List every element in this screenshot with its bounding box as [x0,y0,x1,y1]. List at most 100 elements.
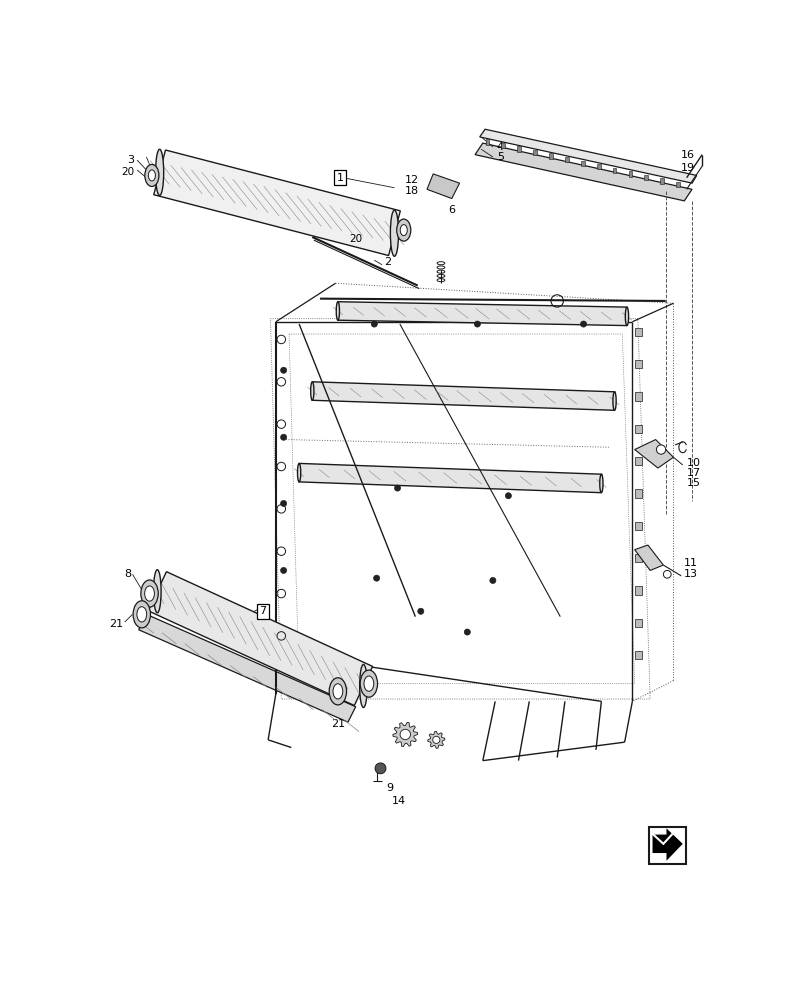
Polygon shape [153,150,400,256]
Circle shape [400,729,410,740]
Text: 10: 10 [686,458,700,468]
Circle shape [464,629,470,635]
Bar [634,392,642,401]
Text: 17: 17 [686,468,700,478]
Circle shape [280,567,286,574]
Bar [485,139,489,145]
Ellipse shape [153,570,161,613]
Text: 12: 12 [405,175,418,185]
Text: 20: 20 [121,167,134,177]
Text: 6: 6 [448,205,455,215]
Ellipse shape [624,307,628,326]
Ellipse shape [297,463,300,482]
Polygon shape [298,463,601,493]
Bar [634,619,642,627]
Circle shape [280,434,286,440]
Ellipse shape [612,392,616,410]
Ellipse shape [599,474,603,493]
Ellipse shape [148,170,155,181]
Ellipse shape [144,164,159,186]
Text: 11: 11 [684,558,697,568]
Bar [634,554,642,562]
Polygon shape [311,382,614,410]
Polygon shape [652,828,682,861]
Polygon shape [393,722,417,747]
Bar [634,360,642,368]
Bar [628,171,632,177]
Text: 18: 18 [405,186,418,196]
Bar [500,143,504,148]
Text: 8: 8 [123,569,131,579]
Ellipse shape [390,210,398,256]
Text: 3: 3 [127,155,134,165]
Ellipse shape [311,382,314,400]
Text: 20: 20 [349,234,362,244]
Text: 21: 21 [330,719,345,729]
Ellipse shape [156,149,164,195]
Ellipse shape [363,676,373,691]
Text: 15: 15 [686,478,700,488]
Polygon shape [634,545,663,570]
Text: 7: 7 [259,606,266,616]
Bar [648,827,685,864]
Bar [580,161,584,166]
Polygon shape [427,731,444,748]
Bar [644,175,647,180]
Circle shape [489,577,496,584]
Circle shape [663,570,671,578]
Ellipse shape [328,678,346,705]
Ellipse shape [333,684,342,699]
Circle shape [580,321,586,327]
Text: 9: 9 [386,783,393,793]
Polygon shape [634,440,672,468]
Text: 5: 5 [496,152,503,162]
Text: 1: 1 [337,173,343,183]
Circle shape [432,736,440,743]
Circle shape [280,500,286,507]
Ellipse shape [400,225,407,236]
Circle shape [504,493,511,499]
Polygon shape [139,614,355,722]
Text: 21: 21 [109,619,123,629]
Bar [676,182,679,187]
Bar [634,586,642,595]
Circle shape [474,321,480,327]
Circle shape [280,367,286,373]
Text: 16: 16 [680,150,694,160]
Bar [634,328,642,336]
Polygon shape [474,143,691,201]
Text: 19: 19 [680,163,694,173]
Bar [533,150,536,155]
Bar [517,146,521,152]
Bar [634,522,642,530]
Circle shape [655,445,665,454]
Ellipse shape [336,302,339,320]
Circle shape [417,608,423,614]
Polygon shape [148,572,372,706]
Bar [634,651,642,659]
Text: 13: 13 [684,569,697,579]
Circle shape [371,321,377,327]
Polygon shape [427,174,459,199]
Ellipse shape [397,219,410,241]
Bar [634,457,642,465]
Bar [611,168,616,173]
Bar [634,489,642,498]
Ellipse shape [137,607,147,622]
Polygon shape [479,129,696,183]
Ellipse shape [360,670,377,697]
Bar [596,164,600,169]
Bar [564,157,569,162]
Polygon shape [337,302,626,326]
Circle shape [373,575,380,581]
Text: 2: 2 [384,257,391,267]
Bar [659,178,663,184]
Bar [634,425,642,433]
Text: 4: 4 [496,142,504,152]
Ellipse shape [144,586,154,601]
Ellipse shape [140,580,158,607]
Text: 14: 14 [392,796,406,806]
Ellipse shape [359,664,367,708]
Circle shape [375,763,385,774]
Bar [548,153,552,159]
